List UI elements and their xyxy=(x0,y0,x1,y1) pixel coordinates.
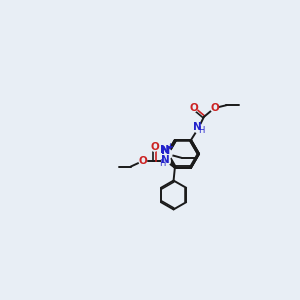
Text: O: O xyxy=(210,103,219,113)
Text: O: O xyxy=(189,103,198,113)
Text: H: H xyxy=(198,126,204,135)
Text: N: N xyxy=(160,145,170,154)
Text: +: + xyxy=(167,143,173,152)
Circle shape xyxy=(190,104,197,112)
Text: N: N xyxy=(161,146,170,156)
Text: O: O xyxy=(150,142,159,152)
Text: H: H xyxy=(160,159,166,168)
Text: N: N xyxy=(161,155,170,165)
Circle shape xyxy=(162,157,170,165)
Circle shape xyxy=(194,124,202,133)
Circle shape xyxy=(211,104,218,112)
Text: O: O xyxy=(138,156,147,166)
Circle shape xyxy=(162,149,172,159)
Text: +: + xyxy=(166,142,172,151)
Circle shape xyxy=(151,144,158,151)
Circle shape xyxy=(139,157,147,165)
Text: N: N xyxy=(193,122,202,132)
